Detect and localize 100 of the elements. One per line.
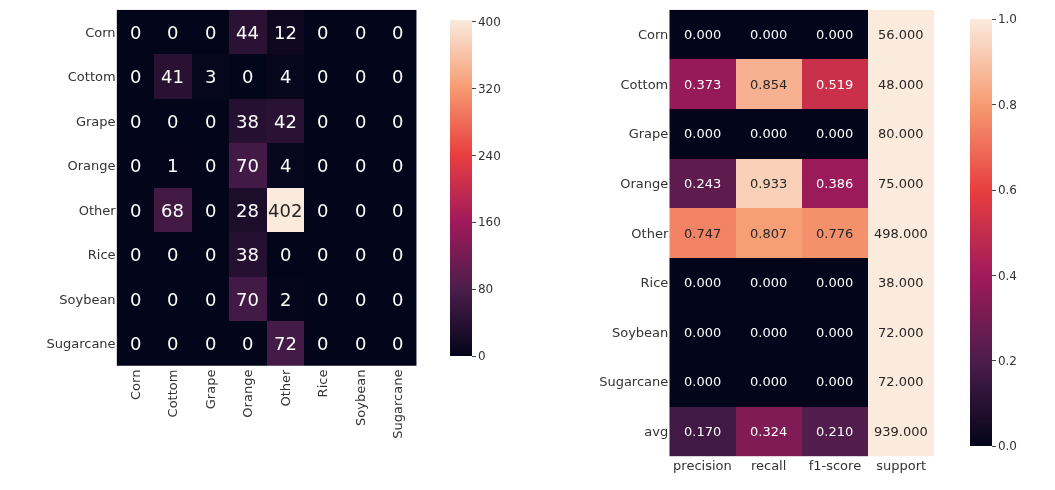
data-label: 0: [167, 22, 179, 43]
data-label: 1: [167, 155, 179, 176]
x-tick-label: precision: [673, 458, 732, 474]
data-label: 0: [317, 155, 329, 176]
data-label: 2: [280, 289, 292, 310]
data-label: 0: [130, 155, 142, 176]
data-label: 939.000: [874, 424, 928, 439]
data-label: 0.000: [750, 325, 788, 340]
data-label: 0: [355, 111, 367, 132]
y-tick-label: Rice: [640, 275, 669, 291]
data-label: 4: [280, 66, 292, 87]
color-bar-label: 0.2: [997, 354, 1017, 369]
data-label: 0: [130, 22, 142, 43]
color-bar-label: 0.6: [997, 183, 1017, 198]
data-label: 0.000: [684, 374, 722, 389]
data-label: 0.747: [684, 226, 722, 241]
data-label: 72.000: [878, 325, 924, 340]
data-label: 72: [274, 333, 297, 354]
data-label: 0: [355, 244, 367, 265]
y-tick-label: Rice: [87, 247, 116, 263]
x-tick-label: Sugarcane: [390, 369, 406, 439]
data-label: 72.000: [878, 374, 924, 389]
data-label: 0: [392, 22, 404, 43]
y-tick-label: Sugarcane: [46, 336, 116, 352]
data-label: 70: [236, 155, 259, 176]
data-label: 0.243: [684, 176, 722, 191]
x-tick-label: Corn: [127, 369, 143, 400]
y-tick-label: avg: [644, 423, 669, 439]
y-tick-label: Orange: [67, 158, 116, 174]
data-label: 0: [317, 244, 329, 265]
color-bar-label: 0.4: [997, 268, 1017, 283]
data-label: 0.000: [750, 374, 788, 389]
y-tick-label: Grape: [75, 113, 116, 129]
data-label: 0.386: [816, 176, 854, 191]
data-label: 0: [355, 155, 367, 176]
data-label: 0: [130, 333, 142, 354]
data-label: 42: [274, 111, 297, 132]
data-label: 0: [242, 66, 254, 87]
data-label: 41: [161, 66, 184, 87]
data-label: 44: [236, 22, 259, 43]
data-label: 0: [392, 155, 404, 176]
y-tick-label: Grape: [628, 126, 669, 142]
data-label: 0.000: [750, 27, 788, 42]
data-label: 0.000: [684, 325, 722, 340]
y-tick-label: Other: [78, 202, 117, 218]
data-label: 28: [236, 200, 259, 221]
color-bar-label: 80: [477, 282, 494, 297]
data-label: 0: [317, 111, 329, 132]
color-bar-label: 0.8: [997, 97, 1017, 112]
x-tick-label: recall: [750, 458, 787, 474]
data-label: 0: [130, 244, 142, 265]
data-label: 0.000: [750, 275, 788, 290]
x-tick-label: support: [876, 458, 927, 474]
data-label: 0.000: [816, 275, 854, 290]
data-label: 3: [205, 66, 217, 87]
x-tick-label: Other: [277, 368, 293, 407]
color-bar-label: 1.0: [997, 12, 1017, 27]
data-label: 0: [205, 155, 217, 176]
data-label: 0: [242, 333, 254, 354]
data-label: 0: [205, 111, 217, 132]
data-label: 0: [392, 111, 404, 132]
x-tick-label: Rice: [315, 369, 331, 398]
data-label: 0: [167, 333, 179, 354]
x-tick-label: Grape: [202, 369, 218, 410]
data-label: 48.000: [878, 77, 924, 92]
data-label: 0.000: [816, 126, 854, 141]
data-label: 0.170: [684, 424, 722, 439]
data-label: 0.000: [750, 126, 788, 141]
color-bar-label: 320: [477, 81, 501, 96]
data-label: 0.807: [750, 226, 788, 241]
data-label: 0: [205, 200, 217, 221]
data-label: 402: [268, 200, 303, 221]
y-tick-label: Cottom: [67, 69, 116, 85]
data-label: 0: [167, 244, 179, 265]
data-label: 70: [236, 289, 259, 310]
y-tick-label: Soybean: [611, 324, 669, 340]
data-label: 0: [205, 289, 217, 310]
color-bar-label: 400: [477, 14, 501, 29]
data-label: 38: [236, 244, 259, 265]
data-label: 0.373: [684, 77, 722, 92]
data-label: 0: [205, 244, 217, 265]
data-label: 0: [392, 333, 404, 354]
data-label: 0: [130, 289, 142, 310]
data-label: 0: [317, 289, 329, 310]
x-tick-label: f1-score: [808, 458, 862, 474]
data-label: 0.000: [816, 374, 854, 389]
data-label: 38.000: [878, 275, 924, 290]
color-bar-label: 0: [477, 349, 486, 364]
data-label: 0.854: [750, 77, 788, 92]
data-label: 0: [205, 22, 217, 43]
data-label: 0.000: [684, 126, 722, 141]
data-label: 0: [130, 66, 142, 87]
data-label: 0.519: [816, 77, 854, 92]
data-label: 0.776: [816, 226, 854, 241]
data-label: 0: [317, 200, 329, 221]
x-tick-label: Cottom: [165, 369, 181, 418]
data-label: 0.000: [684, 275, 722, 290]
data-label: 0: [355, 66, 367, 87]
data-label: 0: [355, 333, 367, 354]
data-label: 0.000: [816, 27, 854, 42]
